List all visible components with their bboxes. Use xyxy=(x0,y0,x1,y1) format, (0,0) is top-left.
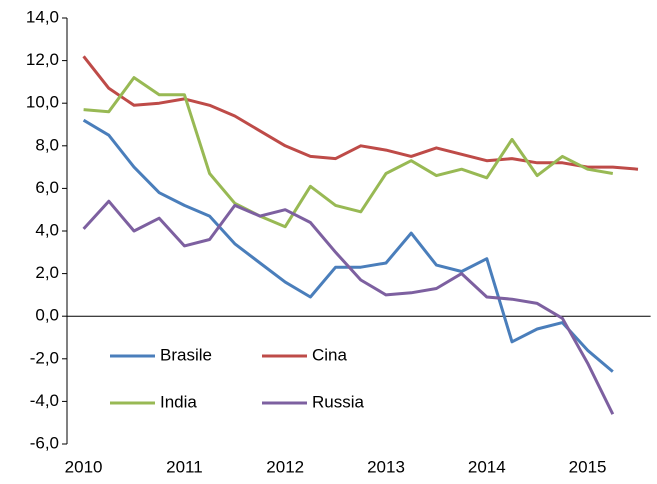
x-tick-label: 2015 xyxy=(569,457,607,476)
legend-label: Cina xyxy=(312,345,348,364)
y-tick-label: 8,0 xyxy=(35,135,59,154)
y-tick-label: 2,0 xyxy=(35,263,59,282)
x-tick-label: 2011 xyxy=(166,457,203,476)
series-line xyxy=(82,199,615,415)
series-line xyxy=(83,76,614,229)
x-tick-label: 2012 xyxy=(266,457,304,476)
x-tick-label: 2013 xyxy=(367,457,405,476)
y-tick-label: 10,0 xyxy=(26,93,59,112)
y-tick-label: 12,0 xyxy=(26,50,59,69)
legend-label: Brasile xyxy=(160,345,212,364)
y-tick-label: 0,0 xyxy=(35,306,59,325)
x-tick-label: 2014 xyxy=(468,457,506,476)
series-line xyxy=(82,55,639,171)
y-tick-label: -6,0 xyxy=(30,433,59,452)
y-tick-label: -2,0 xyxy=(30,348,59,367)
y-tick-label: 14,0 xyxy=(26,7,59,26)
y-tick-label: 4,0 xyxy=(35,220,59,239)
series-line xyxy=(82,118,614,373)
y-tick-label: 6,0 xyxy=(35,178,59,197)
y-tick-label: -4,0 xyxy=(30,391,59,410)
legend-label: India xyxy=(160,392,197,411)
x-tick-label: 2010 xyxy=(65,457,103,476)
legend-label: Russia xyxy=(312,392,365,411)
